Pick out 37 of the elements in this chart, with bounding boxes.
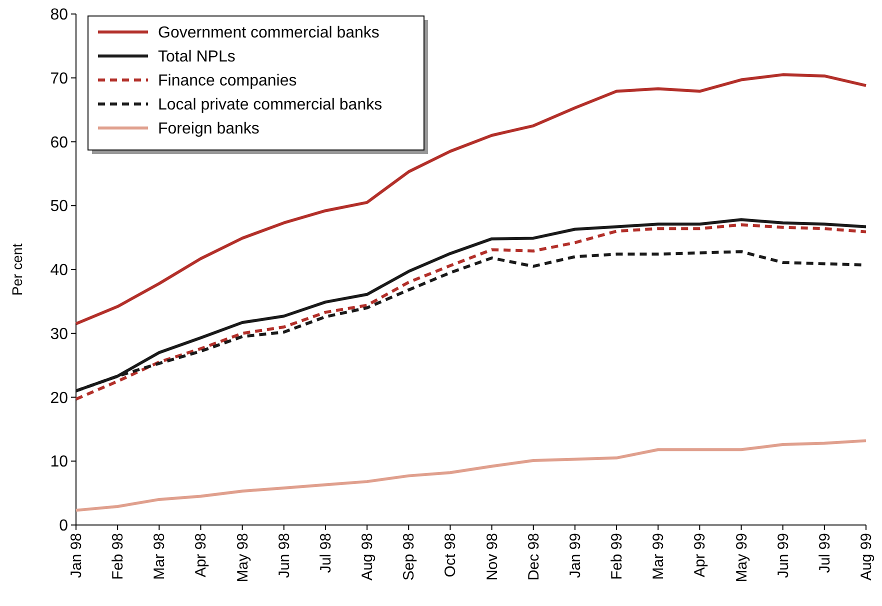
x-tick-label: Apr 99 [692,533,709,578]
y-tick-label: 30 [50,326,68,343]
y-tick-label: 10 [50,454,68,471]
y-tick-label: 0 [59,518,68,535]
legend-label: Local private commercial banks [158,96,382,114]
legend-label: Total NPLs [158,48,236,66]
y-tick-label: 70 [50,70,68,88]
x-tick-label: Oct 98 [442,533,460,578]
y-tick-label: 80 [50,6,68,24]
x-tick-label: Jun 98 [276,533,293,578]
x-tick-label: Jan 99 [566,533,584,578]
x-tick-label: Jul 99 [816,533,834,574]
x-tick-label: Dec 98 [525,533,542,581]
x-tick-label: Mar 98 [151,533,168,580]
legend-label: Foreign banks [158,120,260,138]
y-tick-label: 60 [50,134,68,152]
x-tick-label: Jul 98 [317,533,334,574]
y-tick-label: 20 [50,390,68,407]
x-tick-label: Jun 99 [774,533,792,578]
x-tick-label: May 98 [234,533,252,582]
x-tick-label: Jan 98 [68,533,85,578]
x-tick-label: Feb 99 [608,533,626,580]
x-tick-label: Sep 98 [400,533,418,581]
x-tick-label: May 99 [733,533,750,582]
x-tick-label: Aug 99 [858,533,875,581]
x-tick-label: Mar 99 [650,533,668,580]
x-tick-label: Feb 98 [110,533,127,580]
x-tick-label: Apr 98 [192,533,210,578]
x-tick-label: Nov 98 [484,533,501,581]
line-series [74,73,868,326]
y-tick-label: 40 [50,262,68,280]
y-tick-label: 50 [50,198,68,216]
y-axis-title: Per cent [9,243,25,296]
line-series [74,439,868,512]
x-tick-label: Aug 98 [359,533,376,581]
legend-label: Government commercial banks [158,24,380,42]
legend-label: Finance companies [158,72,297,90]
